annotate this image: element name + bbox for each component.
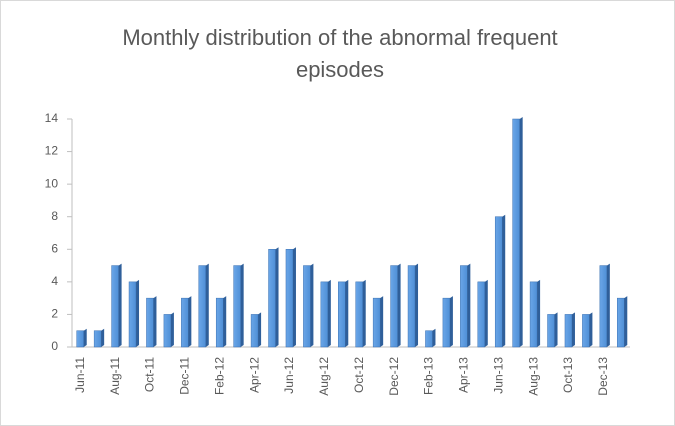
x-tick-label: Aug-13 <box>526 357 540 396</box>
x-tick-label: Oct-13 <box>561 357 575 393</box>
bar <box>146 297 154 348</box>
x-tick-label: Apr-12 <box>247 357 261 393</box>
bar <box>407 265 416 348</box>
bar-side <box>554 312 558 347</box>
bar-side <box>101 328 105 347</box>
y-tick-label: 14 <box>45 111 59 125</box>
bar-side <box>380 296 384 347</box>
x-tick-label: Feb-13 <box>422 357 436 395</box>
bar <box>425 330 433 348</box>
bar <box>494 216 503 348</box>
bar <box>215 297 224 348</box>
bar <box>303 265 311 348</box>
x-tick-label: Aug-11 <box>108 357 122 395</box>
bar <box>93 330 102 348</box>
bar-side <box>258 312 262 347</box>
bar-side <box>310 263 314 347</box>
y-tick-label: 6 <box>51 241 58 255</box>
x-tick-label: Feb-12 <box>212 357 226 395</box>
bar <box>181 297 189 348</box>
bar-side <box>397 263 401 347</box>
chart-title: Monthly distribution of the abnormal fre… <box>122 25 558 82</box>
bar <box>529 281 538 348</box>
bar <box>617 297 625 348</box>
bar <box>128 281 137 348</box>
x-tick-label: Dec-12 <box>387 357 401 396</box>
y-tick-label: 0 <box>51 339 58 353</box>
bar-side <box>537 279 541 347</box>
bar-side <box>83 328 87 347</box>
bar <box>582 314 590 348</box>
bar <box>372 297 381 348</box>
bar-side <box>345 279 349 347</box>
bar-side <box>484 279 488 347</box>
bar-side <box>118 263 122 347</box>
bar <box>198 265 207 348</box>
bar <box>390 265 398 348</box>
x-tick-label: Oct-11 <box>143 357 157 392</box>
bar-side <box>136 279 140 347</box>
y-tick-label: 10 <box>45 176 59 190</box>
bar <box>76 330 84 348</box>
bar <box>163 314 172 348</box>
bar <box>233 265 241 348</box>
bar <box>564 314 573 348</box>
bar-side <box>170 312 174 347</box>
bar-side <box>415 263 419 347</box>
bar-side <box>153 296 157 347</box>
bar-side <box>240 263 244 347</box>
bar <box>111 265 119 348</box>
y-tick-label: 8 <box>51 209 58 223</box>
x-tick-label: Aug-12 <box>317 357 331 396</box>
bar <box>268 249 276 348</box>
y-tick-label: 2 <box>51 307 58 321</box>
bar-side <box>223 296 227 347</box>
bar <box>477 281 486 348</box>
x-tick-label: Dec-13 <box>596 357 610 396</box>
bar-side <box>606 263 610 347</box>
bar <box>599 265 608 348</box>
y-tick-label: 4 <box>51 274 58 288</box>
bar <box>285 249 294 348</box>
bar <box>512 118 520 348</box>
bar <box>320 281 329 348</box>
bar-side <box>589 312 593 347</box>
bar-side <box>432 328 436 347</box>
bar-side <box>449 296 453 347</box>
y-tick-label: 12 <box>45 144 59 158</box>
bar <box>442 297 451 348</box>
bar-side <box>624 296 628 347</box>
bar-side <box>519 117 523 347</box>
bar-side <box>275 247 279 347</box>
bar <box>250 314 259 348</box>
bar-side <box>205 263 209 347</box>
bar-side <box>502 214 506 347</box>
x-tick-label: Jun-12 <box>282 357 296 394</box>
bar-side <box>571 312 575 347</box>
bar-side <box>362 279 366 347</box>
bar-side <box>292 247 296 347</box>
x-tick-label: Apr-13 <box>457 357 471 393</box>
x-tick-label: Jun-11 <box>73 357 87 393</box>
x-tick-label: Dec-11 <box>178 357 192 395</box>
bar-side <box>188 296 192 347</box>
bar-side <box>467 263 471 347</box>
x-tick-label: Oct-12 <box>352 357 366 393</box>
bar <box>355 281 363 348</box>
bar <box>547 314 555 348</box>
x-tick-label: Jun-13 <box>491 357 505 394</box>
bar-side <box>327 279 331 347</box>
bar <box>460 265 468 348</box>
bar <box>338 281 346 348</box>
